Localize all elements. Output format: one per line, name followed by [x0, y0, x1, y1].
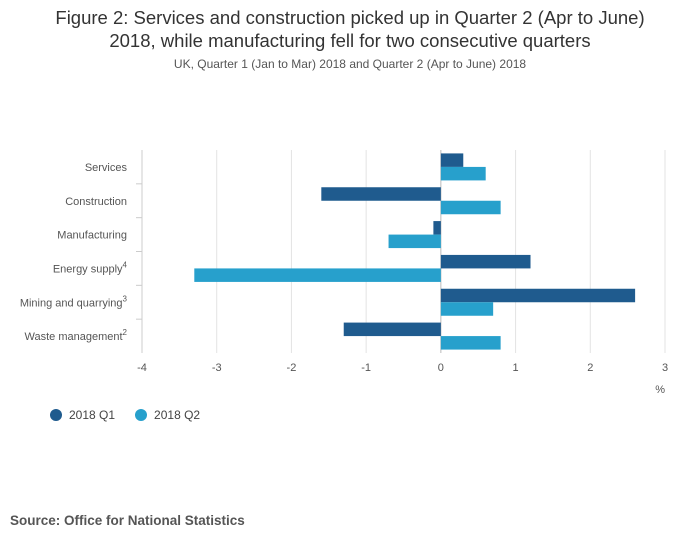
chart-subtitle: UK, Quarter 1 (Jan to Mar) 2018 and Quar… — [173, 57, 527, 71]
x-tick-label: 3 — [662, 362, 668, 374]
bar-q1 — [321, 187, 441, 201]
category-label: Mining and quarrying3 — [20, 294, 128, 309]
x-tick-label: -2 — [287, 362, 297, 374]
x-tick-label: -4 — [137, 362, 147, 374]
legend-swatch — [135, 409, 148, 421]
chart-title: Figure 2: Services and construction pick… — [0, 6, 700, 52]
legend-swatch — [50, 409, 62, 421]
bar-q1 — [440, 254, 531, 269]
bar-q1 — [433, 221, 441, 235]
chart-title-line-2: 2018, while manufacturing fell for two c… — [109, 30, 591, 51]
bar-q1 — [440, 153, 464, 167]
bar-q1 — [343, 322, 441, 337]
bar-q1 — [440, 288, 636, 303]
legend-item[interactable]: 2018 Q2 — [135, 408, 200, 422]
bar-q2 — [440, 302, 494, 316]
bar-q2 — [440, 200, 501, 215]
bar-q2 — [440, 166, 486, 181]
source-note: Source: Office for National Statistics — [10, 513, 245, 528]
chart-legend: 2018 Q1 2018 Q2 — [50, 408, 220, 422]
category-label: Manufacturing — [57, 230, 127, 242]
category-label: Services — [85, 162, 128, 174]
x-tick-label: 1 — [513, 362, 519, 374]
bar-q2 — [440, 336, 501, 350]
x-axis-label: % — [655, 384, 665, 396]
x-tick-label: 0 — [438, 362, 444, 374]
category-label: Waste management2 — [25, 328, 128, 343]
legend-label: 2018 Q2 — [154, 408, 201, 422]
x-tick-label: -1 — [361, 362, 371, 374]
x-tick-label: -3 — [212, 362, 222, 374]
legend-item[interactable]: 2018 Q1 — [50, 408, 115, 422]
category-label: Construction — [65, 196, 127, 208]
chart-title-line-1: Figure 2: Services and construction pick… — [55, 7, 645, 28]
x-tick-label: 2 — [587, 362, 593, 374]
bar-q2 — [388, 234, 441, 249]
legend-label: 2018 Q1 — [69, 408, 116, 422]
bar-q2 — [194, 268, 441, 282]
category-label: Energy supply4 — [53, 260, 128, 275]
bar-chart: -4 -3 -2 -1 0 1 2 3% Services Construction Manufac… — [20, 150, 668, 396]
